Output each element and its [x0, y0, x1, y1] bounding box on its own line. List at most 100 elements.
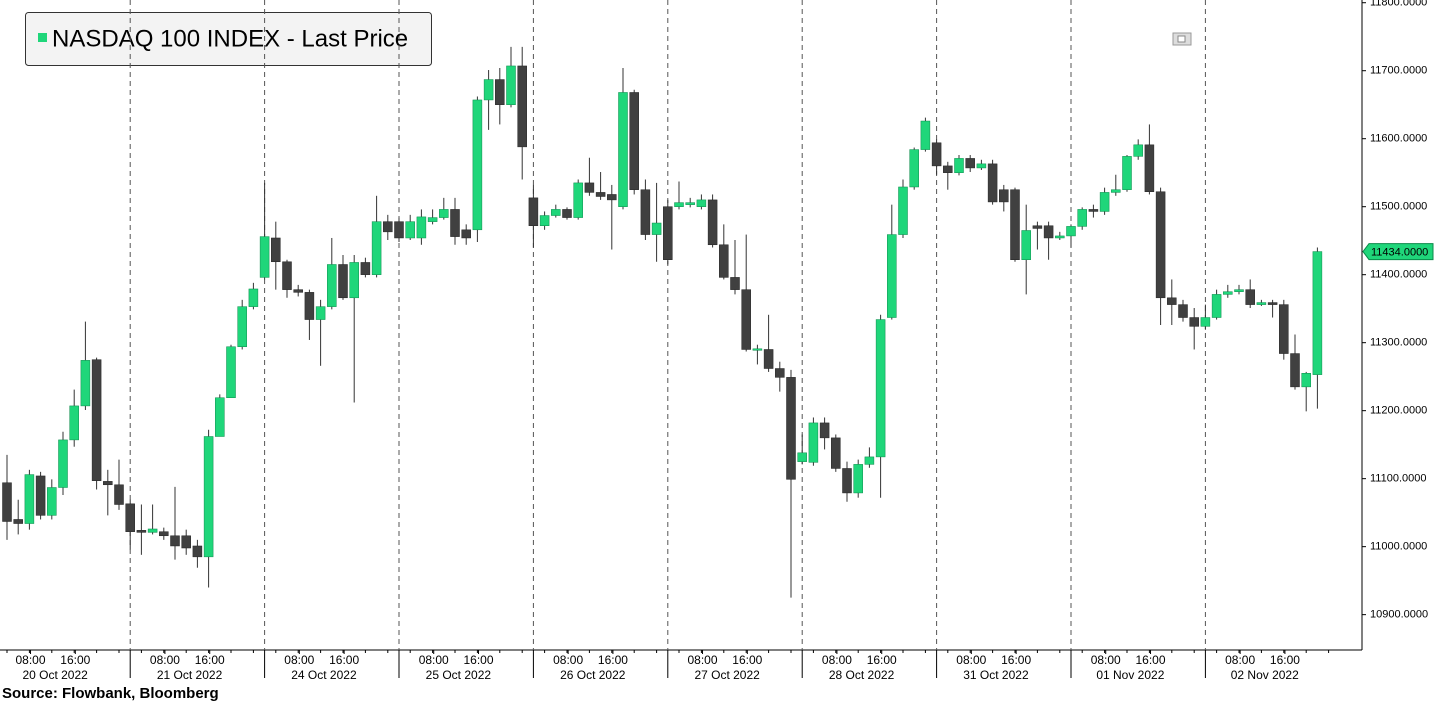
candle-body [1256, 302, 1267, 305]
candle-body [80, 360, 91, 407]
candle [315, 299, 326, 366]
candle [416, 209, 427, 245]
candle-body [573, 182, 583, 218]
candle-body [259, 236, 270, 278]
candle [371, 195, 382, 278]
candle-body [47, 487, 57, 516]
candle-body [640, 189, 651, 235]
candle [898, 179, 908, 238]
candle [472, 96, 483, 243]
candle [461, 224, 471, 245]
y-tick-label: 11300.0000 [1370, 337, 1427, 349]
candle [987, 159, 998, 205]
candle [327, 237, 337, 310]
candle [786, 369, 796, 598]
candle-body [203, 436, 214, 558]
candle [1290, 334, 1300, 390]
time-label: 08:00 [553, 653, 583, 667]
candle-body [349, 262, 359, 299]
candle-body [943, 165, 953, 173]
candle-body [674, 202, 684, 207]
time-label: 16:00 [598, 653, 628, 667]
candle [349, 254, 359, 403]
candle-body [192, 545, 203, 558]
candle-body [999, 189, 1009, 203]
candle [495, 67, 505, 125]
candle [439, 197, 449, 220]
candle [293, 284, 303, 297]
candle-body [1055, 235, 1065, 239]
candle [147, 504, 158, 535]
candle [1200, 304, 1211, 330]
candle-body [539, 215, 550, 226]
candle-body [338, 264, 348, 299]
candle-body [215, 397, 225, 437]
candle-body [898, 186, 908, 235]
candle-body [719, 244, 729, 278]
candle-body [495, 79, 505, 105]
candle [752, 344, 763, 365]
candle-body [383, 221, 393, 233]
candle [427, 209, 438, 225]
day-label: 21 Oct 2022 [157, 668, 223, 682]
candle [226, 344, 236, 399]
candle-body [853, 464, 863, 494]
candle-body [58, 439, 68, 488]
candle-body [483, 79, 494, 101]
candle [35, 471, 46, 520]
candle-body [1189, 317, 1199, 327]
candle [1077, 207, 1087, 230]
candle-body [1234, 289, 1244, 292]
candle-body [371, 221, 382, 275]
candle-body [125, 503, 135, 532]
candle-body [1032, 225, 1043, 229]
candle-body [730, 277, 740, 290]
candle [685, 197, 695, 208]
candle [360, 257, 371, 278]
candle-body [685, 202, 695, 205]
y-tick-label: 11800.0000 [1370, 0, 1427, 9]
candle-body [831, 437, 841, 469]
candle [909, 147, 919, 190]
candle [1043, 221, 1054, 260]
day-label: 31 Oct 2022 [963, 668, 1029, 682]
candle [875, 314, 886, 498]
candle-body [752, 348, 763, 351]
candle [1211, 289, 1222, 320]
candle-body [315, 306, 326, 320]
candle-body [1010, 189, 1020, 260]
candle [203, 429, 214, 588]
candle [1223, 284, 1233, 298]
legend-label: NASDAQ 100 INDEX - Last Price [52, 25, 408, 52]
legend-swatch [38, 33, 47, 42]
candle-body [461, 229, 471, 239]
candle-body [920, 120, 931, 150]
y-tick-label: 11100.0000 [1370, 473, 1426, 485]
candle [741, 234, 751, 352]
y-tick-label: 11200.0000 [1370, 405, 1427, 417]
candle-body [226, 346, 236, 399]
candle-body [562, 209, 572, 218]
candle-body [517, 65, 527, 148]
candle [1267, 299, 1278, 318]
candle [607, 184, 617, 250]
candle [887, 204, 897, 320]
candle [259, 182, 270, 280]
candle-body [1167, 297, 1177, 305]
candle [450, 197, 460, 245]
candle [819, 417, 830, 450]
y-tick-label: 11400.0000 [1370, 269, 1427, 281]
candle [181, 529, 191, 555]
time-label: 08:00 [956, 653, 986, 667]
candle-body [416, 216, 427, 239]
candle [920, 117, 931, 152]
candle-body [1245, 289, 1255, 305]
time-label: 16:00 [732, 653, 762, 667]
source-note: Source: Flowbank, Bloomberg [2, 685, 219, 702]
time-label: 16:00 [1270, 653, 1300, 667]
candle-body [551, 209, 561, 216]
candle [1301, 371, 1311, 412]
candle [1133, 139, 1143, 160]
candle [640, 179, 651, 241]
candle-body [248, 288, 259, 307]
